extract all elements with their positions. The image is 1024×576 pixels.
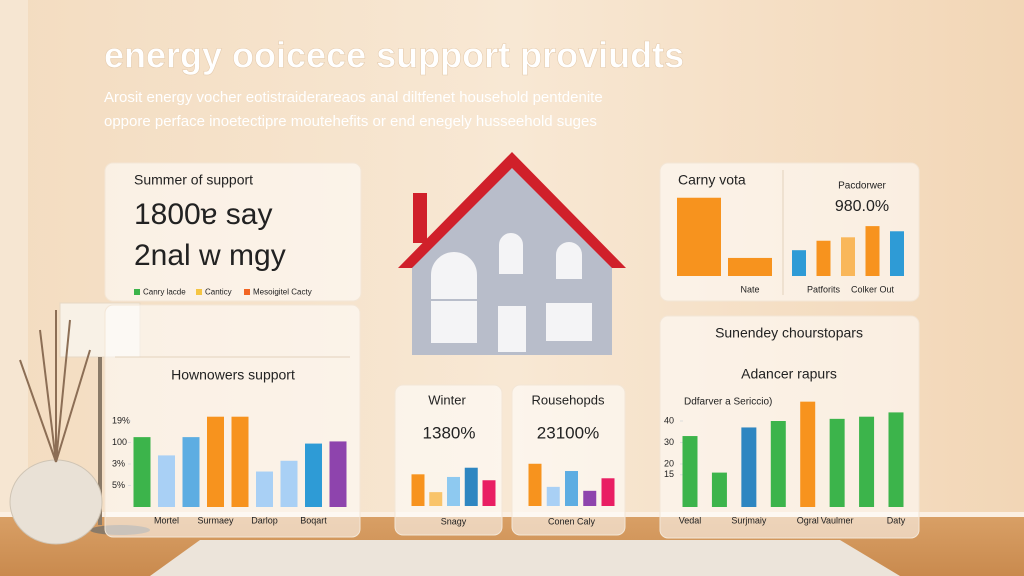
subtitle: oppore perface inoetectipre moutehefits … <box>104 113 597 130</box>
windows <box>429 231 594 354</box>
x-tick-label: Daty <box>887 515 906 525</box>
bar <box>865 226 880 276</box>
bar <box>158 455 175 507</box>
bar <box>816 240 831 276</box>
chart-heading: Sunendey chourstopars <box>715 325 863 341</box>
y-tick-label: 40 <box>664 415 674 425</box>
bar <box>256 471 273 507</box>
bar <box>711 472 727 507</box>
page-title: energy ooicece support proviudts <box>104 35 684 76</box>
bar <box>601 478 615 506</box>
bar <box>770 421 786 507</box>
summary-panel <box>104 162 362 302</box>
branches <box>19 310 91 463</box>
legend-label: Canry lacde <box>143 288 186 297</box>
y-tick-label: 3% <box>112 458 125 468</box>
rug <box>150 540 900 576</box>
bar <box>411 474 425 506</box>
rouse-panel <box>511 384 626 536</box>
bar <box>841 237 855 276</box>
x-tick-label: Vedal <box>679 515 702 525</box>
lamp-pole <box>98 357 102 525</box>
legend-label: Mesoigitel Cacty <box>253 288 312 297</box>
subtitle: Arosit energy vocher eotistraiderareaos … <box>104 89 603 106</box>
chart-stat: 1380% <box>423 423 476 442</box>
x-tick-label: Patforits <box>807 284 841 294</box>
bar <box>565 471 578 506</box>
bar <box>231 416 249 507</box>
chart-stat: 980.0% <box>835 198 889 215</box>
bar <box>800 401 816 507</box>
x-tick-label: Nate <box>740 284 759 294</box>
bar <box>280 460 298 507</box>
chart-title: Carny vota <box>678 172 746 188</box>
bar <box>859 416 875 507</box>
bar <box>888 412 904 507</box>
legend-swatch <box>196 289 202 295</box>
chart-title: Winter <box>428 392 466 407</box>
chart-title: Hownowers support <box>171 367 295 383</box>
y-tick-label: 20 <box>664 458 674 468</box>
bar <box>133 437 151 507</box>
chart-subtitle: Ddfarver a Sericcio) <box>684 397 772 408</box>
bar <box>546 486 560 506</box>
summary-title: Summer of support <box>134 172 253 188</box>
bar <box>741 427 757 507</box>
bar <box>182 437 200 507</box>
summary-line: 1800ɐ say <box>134 198 272 231</box>
x-tick-label: Surmaey <box>197 515 234 525</box>
bar <box>583 490 597 506</box>
chimney <box>413 193 427 243</box>
chart-title: Rousehopds <box>532 392 605 407</box>
legend-swatch <box>134 289 140 295</box>
bar <box>207 416 224 507</box>
bar <box>677 197 721 276</box>
x-tick-label: Boqart <box>300 515 327 525</box>
x-tick-label: Surjmaiy <box>731 515 767 525</box>
x-tick-label: Conen Caly <box>548 516 596 526</box>
vase <box>9 459 103 545</box>
bar <box>728 257 772 276</box>
x-tick-label: Vaulmer <box>821 515 854 525</box>
bar <box>890 231 904 276</box>
advancer-panel <box>659 315 920 539</box>
roof <box>398 152 626 268</box>
chart-title: Pacdorwer <box>838 181 886 192</box>
x-tick-label: Mortel <box>154 515 179 525</box>
bar <box>682 436 698 507</box>
y-tick-label: 19% <box>112 415 130 425</box>
bar <box>429 492 443 506</box>
summary-line: 2nal w mgy <box>134 239 286 272</box>
x-tick-label: Darlop <box>251 515 278 525</box>
bar <box>482 480 496 506</box>
y-tick-label: 100 <box>112 437 127 447</box>
legend-label: Canticy <box>205 288 232 297</box>
chart-title: Adancer rapurs <box>741 366 837 382</box>
bar <box>829 418 845 507</box>
x-tick-label: Ogral <box>797 515 819 525</box>
legend-swatch <box>244 289 250 295</box>
y-tick-label: 5% <box>112 480 125 490</box>
bar <box>528 463 542 506</box>
y-tick-label: 30 <box>664 437 674 447</box>
bar <box>792 250 806 276</box>
bar <box>305 443 322 507</box>
chart-stat: 23100% <box>537 423 599 442</box>
y-tick-label: 15 <box>664 469 674 479</box>
bar <box>447 476 460 506</box>
winter-panel <box>394 384 503 536</box>
bar <box>464 467 478 506</box>
x-tick-label: Colker Out <box>851 284 895 294</box>
bar <box>329 441 347 507</box>
x-tick-label: Snagy <box>441 516 467 526</box>
